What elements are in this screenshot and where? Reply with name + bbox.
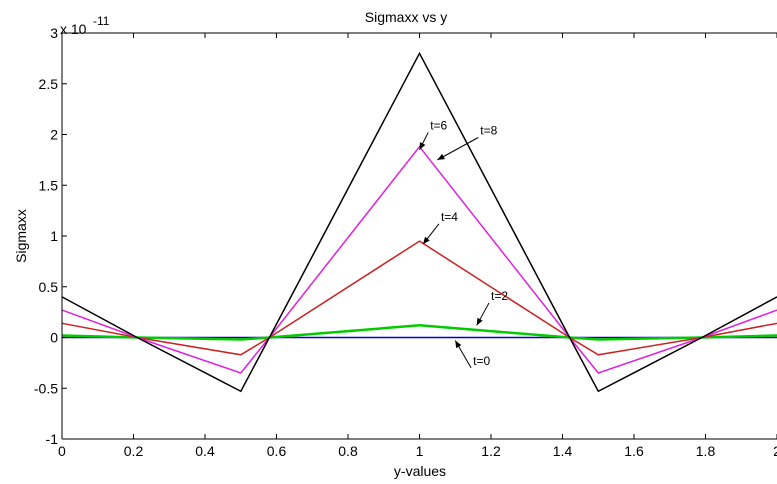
annotation-label: t=6 xyxy=(430,118,447,132)
x-tick-label: 2 xyxy=(773,443,777,459)
annotation-label: t=8 xyxy=(480,124,497,138)
y-tick-label: 1.5 xyxy=(39,177,59,193)
y-tick-label: -0.5 xyxy=(34,380,58,396)
x-tick-label: 0.8 xyxy=(338,443,358,459)
annotation-label: t=4 xyxy=(441,210,458,224)
ticks-layer: 0 0.2 0.4 0.6 0.8 1 1.2 1.4 1.6 1.8 2 -1 -0.5 0 0.5 1 1.… xyxy=(34,25,777,459)
x-tick-label: 1.8 xyxy=(696,443,716,459)
y-tick-label: 1 xyxy=(50,228,58,244)
annotation-arrowhead xyxy=(476,317,483,326)
y-tick-label: 0 xyxy=(50,330,58,346)
x-tick-label: 1.6 xyxy=(624,443,644,459)
y-tick-label: 2.5 xyxy=(39,76,59,92)
y-tick-label: 3 xyxy=(50,25,58,41)
annotation-arrow xyxy=(437,137,479,161)
y-exponent-power: -11 xyxy=(93,14,110,28)
annotation-arrowhead xyxy=(423,236,430,245)
x-tick-label: 1.4 xyxy=(553,443,573,459)
annotation-layer: t=8 t=6 t=4 t=2 t=0 xyxy=(419,118,508,369)
x-tick-label: 0.6 xyxy=(267,443,287,459)
y-axis-label: Sigmaxx xyxy=(13,209,29,263)
annotation-arrowhead xyxy=(437,153,445,160)
annotation-arrowhead xyxy=(455,340,462,349)
annotation-label: t=0 xyxy=(473,354,490,368)
series-layer xyxy=(61,51,777,393)
x-tick-label: 1.2 xyxy=(481,443,501,459)
y-tick-label: -1 xyxy=(46,431,59,447)
plot-area xyxy=(62,33,777,439)
x-tick-label: 0.4 xyxy=(195,443,215,459)
x-tick-label: 0 xyxy=(58,443,66,459)
series-line-t2 xyxy=(61,324,777,341)
annotation-arrowhead xyxy=(419,142,426,150)
y-tick-label: 2 xyxy=(50,127,58,143)
series-line-t8 xyxy=(61,51,777,393)
y-tick-label: 0.5 xyxy=(39,279,59,295)
x-tick-label: 1 xyxy=(416,443,424,459)
annotation-label: t=2 xyxy=(491,289,508,303)
series-line-t4 xyxy=(61,240,777,356)
x-tick-label: 0.2 xyxy=(124,443,144,459)
x-axis-label: y-values xyxy=(394,463,446,479)
y-exponent-base: x 10 xyxy=(60,21,87,37)
series-line-t6 xyxy=(61,145,777,374)
chart-title: Sigmaxx vs y xyxy=(365,9,447,25)
